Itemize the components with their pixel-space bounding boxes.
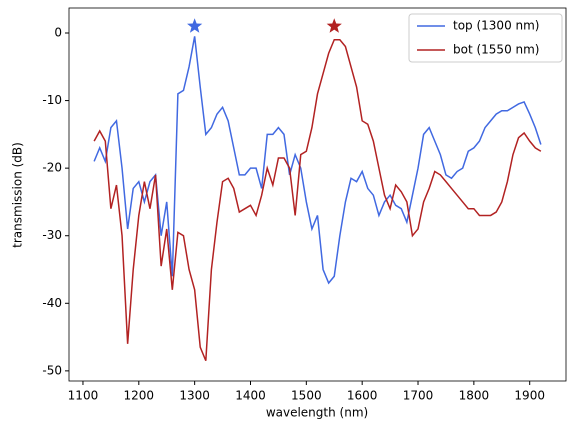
- x-tick-label: 1800: [459, 389, 490, 403]
- x-tick-label: 1600: [347, 389, 378, 403]
- x-tick-label: 1500: [291, 389, 322, 403]
- y-tick-label: -20: [42, 161, 62, 175]
- x-tick-label: 1400: [235, 389, 266, 403]
- y-tick-label: -40: [42, 296, 62, 310]
- x-tick-label: 1700: [403, 389, 434, 403]
- y-axis-label: transmission (dB): [11, 142, 25, 248]
- line-series: [93, 39, 542, 362]
- x-tick-label: 1300: [179, 389, 210, 403]
- peak-marker: [187, 18, 203, 33]
- line-series: [93, 36, 542, 285]
- y-tick-label: -30: [42, 228, 62, 242]
- y-tick-label: -50: [42, 363, 62, 377]
- y-tick-label: -10: [42, 93, 62, 107]
- legend-label: top (1300 nm): [453, 19, 540, 33]
- legend-label: bot (1550 nm): [453, 43, 540, 57]
- legend-box: [408, 13, 563, 63]
- plot-frame: [68, 7, 567, 382]
- x-tick-label: 1900: [514, 389, 545, 403]
- x-tick-label: 1200: [124, 389, 155, 403]
- y-tick-label: 0: [54, 26, 62, 40]
- x-tick-label: 1100: [68, 389, 99, 403]
- x-axis-label: wavelength (nm): [266, 406, 368, 420]
- peak-marker: [326, 18, 342, 33]
